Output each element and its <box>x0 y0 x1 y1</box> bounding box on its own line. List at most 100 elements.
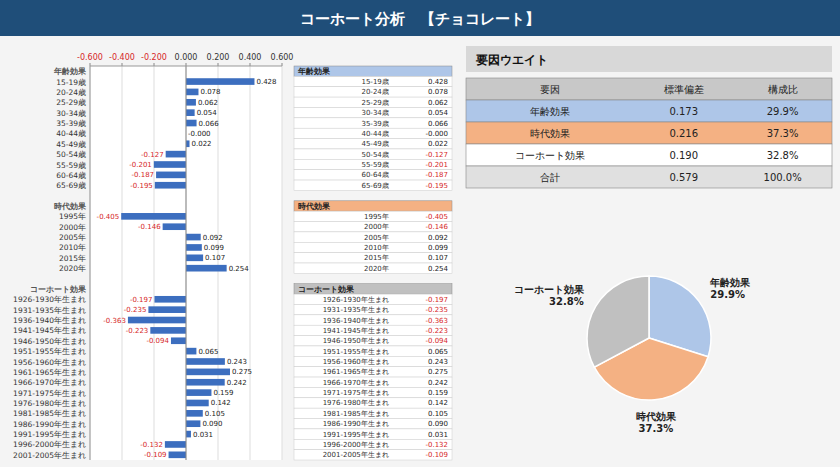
table-row <box>294 253 452 263</box>
y-tick-label: 1926-1930年生まれ <box>13 295 86 304</box>
table-value: 0.090 <box>428 420 448 428</box>
data-label: 0.022 <box>192 140 212 148</box>
bar <box>186 265 227 272</box>
y-tick-label: 1941-1945年生まれ <box>13 326 86 335</box>
table-row <box>294 159 452 169</box>
section-label: 年齢効果 <box>53 67 87 76</box>
weight-row-cell: 0.579 <box>669 172 698 183</box>
data-label: 0.099 <box>204 244 224 252</box>
table-section-row <box>294 201 452 211</box>
table-label: 1995年 <box>364 213 389 221</box>
data-label: -0.132 <box>140 441 163 449</box>
table-row <box>294 76 452 86</box>
table-label: 15-19歳 <box>361 78 388 86</box>
data-label: 0.142 <box>211 399 231 407</box>
y-tick-label: 1986-1990年生まれ <box>13 420 86 429</box>
table-row <box>294 128 452 138</box>
table-row <box>294 170 452 180</box>
bar <box>169 451 186 458</box>
table-value: 0.065 <box>428 348 448 356</box>
table-value: 0.428 <box>428 78 448 86</box>
table-section-label: 年齢効果 <box>297 67 331 76</box>
bar <box>121 213 186 220</box>
table-row <box>294 294 452 304</box>
data-label: 0.078 <box>200 88 220 96</box>
table-value: 0.159 <box>428 389 448 397</box>
weight-row <box>466 166 832 188</box>
grid-line <box>122 66 123 460</box>
table-title: 要因ウエイト <box>475 53 548 67</box>
table-label: 1941-1945年生まれ <box>323 327 389 335</box>
table-value: 0.243 <box>428 358 448 366</box>
y-tick-label: 1946-1950年生まれ <box>13 337 86 346</box>
weight-row-cell: 32.8% <box>767 150 799 161</box>
table-row <box>294 211 452 221</box>
y-tick-label: 45-49歳 <box>56 140 86 149</box>
data-label: 0.428 <box>256 78 276 86</box>
x-tick-label: 0.000 <box>175 53 198 62</box>
table-value: 0.099 <box>428 244 448 252</box>
table-label: 1981-1985年生まれ <box>323 410 389 418</box>
table-row <box>294 429 452 439</box>
table-label: 50-54歳 <box>361 151 388 159</box>
pie-slice <box>587 276 649 367</box>
table-section-row <box>294 66 452 76</box>
grid-line <box>282 66 283 460</box>
data-label: 0.105 <box>205 410 225 418</box>
section-label: コーホート効果 <box>30 285 87 294</box>
table-value: -0.201 <box>425 161 448 169</box>
grid-line <box>250 66 251 460</box>
table-value: 0.275 <box>428 368 448 376</box>
data-label: 0.242 <box>227 379 247 387</box>
table-row <box>294 387 452 397</box>
table-label: 35-39歳 <box>361 120 388 128</box>
bar <box>186 78 254 85</box>
table-value: 0.062 <box>428 99 448 107</box>
table-value: 0.105 <box>428 410 448 418</box>
bar <box>154 296 186 303</box>
y-tick-label: 1991-1995年生まれ <box>13 430 86 439</box>
table-value: 0.066 <box>428 120 449 128</box>
data-label: 0.062 <box>198 99 218 107</box>
weight-row-cell: コーホート効果 <box>515 150 585 161</box>
bar <box>186 379 225 386</box>
y-tick-label: 40-44歳 <box>56 129 86 138</box>
table-value: -0.094 <box>425 337 448 345</box>
y-tick-label: 2000年 <box>59 223 86 232</box>
bar <box>166 151 186 158</box>
y-tick-label: 1995年 <box>59 212 86 221</box>
table-label: 2010年 <box>364 244 389 252</box>
table-header-cell: 要因 <box>540 84 560 95</box>
bar <box>150 327 186 334</box>
table-label: 1961-1965年生まれ <box>323 368 389 376</box>
table-row <box>294 377 452 387</box>
y-axis-line <box>90 66 91 460</box>
y-tick-label: 2005年 <box>59 233 86 242</box>
data-label: 0.065 <box>198 348 218 356</box>
bar <box>156 172 186 179</box>
data-label: -0.363 <box>103 317 126 325</box>
weight-row-cell: 29.9% <box>767 106 799 117</box>
bar <box>165 441 186 448</box>
table-row <box>294 325 452 335</box>
table-value: -0.195 <box>425 182 448 190</box>
data-label: -0.197 <box>130 296 153 304</box>
y-tick-label: 2020年 <box>59 264 86 273</box>
y-tick-label: 50-54歳 <box>56 150 86 159</box>
table-value: -0.127 <box>425 151 448 159</box>
grid-line <box>90 66 91 460</box>
x-tick-label: 0.600 <box>271 53 294 62</box>
weight-row-cell: 0.173 <box>669 106 698 117</box>
table-row <box>294 222 452 232</box>
x-tick-label: -0.400 <box>109 53 135 62</box>
table-value: -0.235 <box>425 306 448 314</box>
bar <box>186 369 230 376</box>
y-tick-label: 2015年 <box>59 254 86 263</box>
y-tick-label: 1956-1960年生まれ <box>13 358 86 367</box>
weight-row-cell: 時代効果 <box>530 128 570 139</box>
table-value: -0.405 <box>425 213 448 221</box>
x-axis-line <box>90 66 282 67</box>
bar <box>186 348 196 355</box>
y-tick-label: 2001-2005年生まれ <box>13 451 86 460</box>
chart-root: コーホート分析 【チョコレート】-0.600-0.400-0.2000.0000… <box>0 0 840 467</box>
